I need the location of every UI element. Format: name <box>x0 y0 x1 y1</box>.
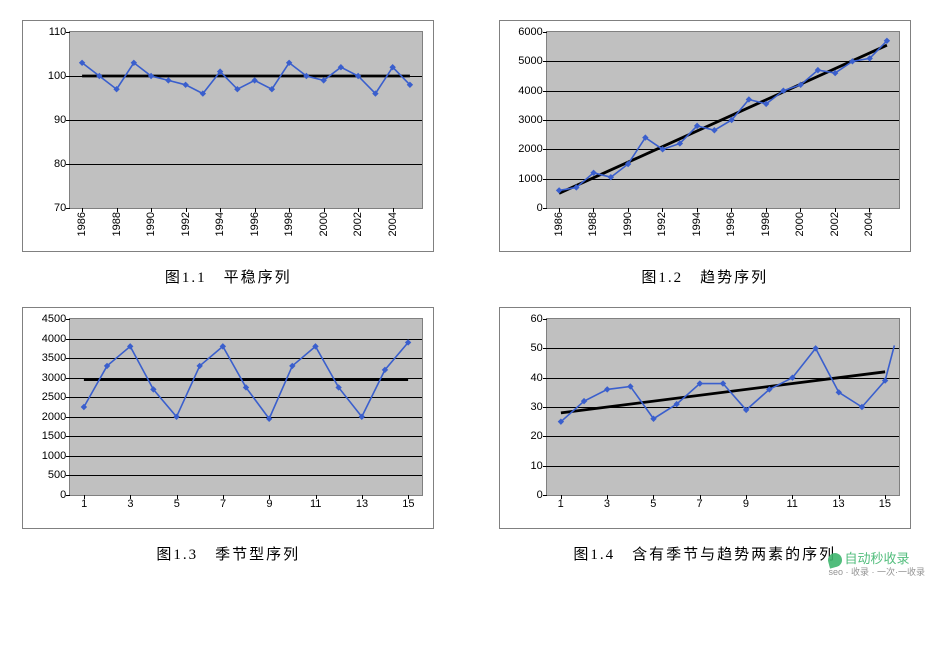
plot-area: 0100020003000400050006000198619881990199… <box>546 31 900 209</box>
plot-outer: 0 1000 2000 3000 4000 5000 6000 1986 1988 1990 199… <box>499 20 911 252</box>
ytick-label: 20 <box>531 430 543 442</box>
xtick-label: 5 <box>650 498 656 510</box>
ytick-label: 10 <box>531 460 543 472</box>
ytick-label: 2500 <box>42 391 66 403</box>
ytick-mark <box>66 208 70 209</box>
ytick-label: 40 <box>531 372 543 384</box>
data-line <box>559 41 887 191</box>
chart-panel-c13: 0500100015002000250030003500400045001357… <box>10 307 447 564</box>
ytick-label: 1000 <box>42 450 66 462</box>
xtick-label: 1 <box>558 498 564 510</box>
xtick-label: 3 <box>604 498 610 510</box>
xtick-label: 1986 <box>553 212 565 236</box>
xtick-label: 13 <box>832 498 844 510</box>
series-svg <box>70 319 422 495</box>
xtick-label: 1988 <box>111 212 123 236</box>
chart-caption: 图1.3 季节型序列 <box>156 543 300 564</box>
ytick-label: 4000 <box>518 85 542 97</box>
xtick-label: 15 <box>402 498 414 510</box>
trend-line <box>559 45 887 193</box>
data-line <box>82 63 410 94</box>
ytick-label: 2000 <box>518 143 542 155</box>
ytick-label: 5000 <box>518 55 542 67</box>
xtick-label: 2002 <box>829 212 841 236</box>
ytick-mark <box>543 208 547 209</box>
chart-caption: 图1.2 趋势序列 <box>641 266 768 287</box>
series-svg <box>547 319 899 495</box>
xtick-label: 1992 <box>656 212 668 236</box>
ytick-label: 3000 <box>518 114 542 126</box>
plot-area: 010203040506013579111315 <box>546 318 900 496</box>
xtick-label: 7 <box>697 498 703 510</box>
plot-area: 0500100015002000250030003500400045001357… <box>69 318 423 496</box>
ytick-label: 3000 <box>42 372 66 384</box>
chart-caption: 图1.1 平稳序列 <box>165 266 292 287</box>
chart-panel-c11: 70 80 90 100 110 1986 1988 1990 1992 1994 1996 1998… <box>10 20 447 287</box>
ytick-mark <box>66 495 70 496</box>
xtick-label: 1990 <box>622 212 634 236</box>
plot-area: 7080901001101986198819901992199419961998… <box>69 31 423 209</box>
watermark-subtext: seo · 收录 · 一次·一收录 <box>828 565 925 578</box>
ytick-label: 60 <box>531 313 543 325</box>
xtick-label: 1992 <box>180 212 192 236</box>
ytick-label: 0 <box>537 202 543 214</box>
ytick-label: 4000 <box>42 333 66 345</box>
ytick-label: 100 <box>48 70 66 82</box>
xtick-label: 1994 <box>691 212 703 236</box>
xtick-label: 2004 <box>387 212 399 236</box>
data-marker <box>166 78 171 83</box>
ytick-label: 6000 <box>518 26 542 38</box>
series-svg <box>70 32 422 208</box>
xtick-label: 2002 <box>352 212 364 236</box>
ytick-label: 500 <box>48 469 66 481</box>
plot-outer: 70 80 90 100 110 1986 1988 1990 1992 1994 1996 1998… <box>22 20 434 252</box>
xtick-label: 1998 <box>760 212 772 236</box>
xtick-label: 1994 <box>214 212 226 236</box>
xtick-label: 1990 <box>145 212 157 236</box>
data-line <box>561 345 894 421</box>
xtick-label: 15 <box>879 498 891 510</box>
xtick-label: 3 <box>127 498 133 510</box>
ytick-label: 70 <box>54 202 66 214</box>
ytick-label: 90 <box>54 114 66 126</box>
xtick-label: 11 <box>787 498 798 510</box>
xtick-label: 2000 <box>794 212 806 236</box>
ytick-label: 1500 <box>42 430 66 442</box>
ytick-label: 2000 <box>42 411 66 423</box>
xtick-label: 7 <box>220 498 226 510</box>
ytick-label: 4500 <box>42 313 66 325</box>
ytick-label: 30 <box>531 401 543 413</box>
xtick-label: 2004 <box>863 212 875 236</box>
ytick-mark <box>543 495 547 496</box>
xtick-label: 9 <box>266 498 272 510</box>
plot-outer: 0500100015002000250030003500400045001357… <box>22 307 434 529</box>
xtick-label: 1 <box>81 498 87 510</box>
xtick-label: 1998 <box>283 212 295 236</box>
xtick-label: 1996 <box>725 212 737 236</box>
xtick-label: 2000 <box>318 212 330 236</box>
xtick-label: 1988 <box>587 212 599 236</box>
xtick-label: 1996 <box>249 212 261 236</box>
ytick-label: 110 <box>49 26 67 38</box>
plot-outer: 010203040506013579111315 <box>499 307 911 529</box>
chart-caption: 图1.4 含有季节与趋势两素的序列 <box>573 543 836 564</box>
ytick-label: 0 <box>537 489 543 501</box>
chart-grid: 7080901001101986198819901992199419961998… <box>10 20 923 564</box>
xtick-label: 9 <box>743 498 749 510</box>
series-svg <box>547 32 899 208</box>
xtick-label: 13 <box>356 498 368 510</box>
ytick-label: 3500 <box>42 352 66 364</box>
ytick-label: 1000 <box>518 173 542 185</box>
chart-panel-c12: 0 1000 2000 3000 4000 5000 6000 1986 1988 1990 199… <box>487 20 924 287</box>
ytick-label: 0 <box>60 489 66 501</box>
chart-panel-c14: 010203040506013579111315图1.4 含有季节与趋势两素的序… <box>487 307 924 564</box>
xtick-label: 11 <box>310 498 321 510</box>
xtick-label: 1986 <box>76 212 88 236</box>
ytick-label: 50 <box>531 342 543 354</box>
xtick-label: 5 <box>174 498 180 510</box>
ytick-label: 80 <box>54 158 66 170</box>
